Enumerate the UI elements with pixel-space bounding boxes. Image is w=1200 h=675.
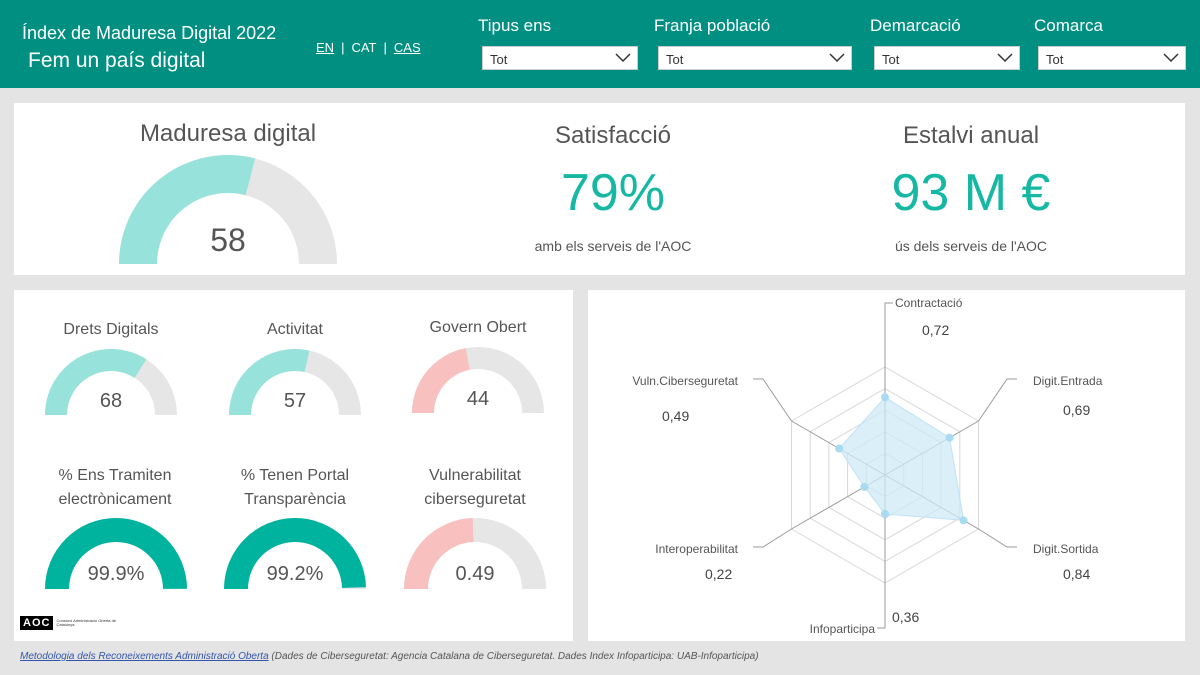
maturity-value: 58 (210, 222, 246, 258)
gauge-fill (224, 518, 366, 589)
gauge-value-govern-obert: 44 (466, 388, 490, 410)
radar-value-label: 0,22 (705, 566, 732, 582)
radar-leader-line (978, 528, 1017, 548)
lang-separator: | (383, 40, 387, 55)
gauge-title-drets-digitals: Drets Digitals (63, 321, 159, 338)
methodology-link[interactable]: Metodologia dels Reconeixements Administ… (20, 651, 269, 662)
radar-chart: Contractació 0,72 Digit.Entrada 0,69 Digit.S… (632, 296, 1103, 636)
gauge-activitat[interactable] (228, 344, 362, 416)
gauge-ens-tramiten[interactable] (44, 514, 188, 590)
radar-axis-label: Vuln.Ciberseguretat (632, 374, 738, 388)
radar-axis-label: Digit.Sortida (1033, 542, 1099, 556)
lang-cas-link[interactable]: CAS (393, 40, 421, 55)
lang-cat-link[interactable]: CAT (351, 40, 377, 55)
radar-point[interactable] (860, 482, 869, 491)
chevron-down-icon (1163, 53, 1179, 63)
gauge-fill (119, 155, 256, 264)
chevron-down-icon (829, 53, 845, 63)
language-switcher: EN | CAT | CAS (316, 40, 421, 55)
gauge-portal-transparencia[interactable] (223, 514, 367, 590)
gauge-value-portal-transparencia: 99.2% (266, 563, 324, 585)
chevron-down-icon (997, 53, 1013, 63)
gauge-fill (229, 349, 310, 415)
radar-point[interactable] (959, 516, 968, 525)
gauge-fill (45, 518, 187, 589)
savings-value: 93 M € (891, 164, 1051, 222)
filter-label: Tipus ens (478, 16, 552, 35)
radar-value-label: 0,69 (1063, 402, 1090, 418)
radar-value-label: 0,72 (922, 322, 949, 338)
lang-en-link[interactable]: EN (316, 40, 335, 55)
chevron-down-icon (615, 53, 631, 63)
gauge-title-vulnerabilitat: Vulnerabilitat ciberseguretat (424, 467, 526, 508)
gauge-value-ens-tramiten: 99.9% (87, 563, 145, 585)
radar-leader-line (877, 583, 886, 629)
filter-value: Tot (490, 52, 508, 67)
savings-caption: ús dels serveis de l'AOC (894, 238, 1048, 254)
radar-axis-label: Infoparticipa (810, 622, 876, 636)
radar-value-label: 0,49 (662, 408, 689, 424)
gauge-title-portal-transparencia: % Tenen Portal Transparència (240, 467, 350, 508)
radar-point[interactable] (945, 433, 954, 442)
gauge-value-drets-digitals: 68 (99, 390, 123, 412)
radar-leader-line (753, 528, 792, 548)
header-bar: Índex de Maduresa Digital 2022 Fem un pa… (0, 0, 1200, 88)
gauge-fill (45, 349, 147, 415)
gauge-fill (412, 348, 470, 413)
satisfaction-title: Satisfacció (554, 122, 672, 149)
filter-label: Comarca (1034, 16, 1103, 35)
gauge-title-activitat: Activitat (266, 321, 323, 338)
filter-franja-poblacio: Franja població Tot (654, 16, 852, 70)
radar-point[interactable] (881, 393, 889, 402)
app-subtitle: Fem un país digital (28, 49, 206, 72)
filter-comarca-dropdown[interactable]: Tot (1038, 46, 1186, 70)
savings-title: Estalvi anual (902, 122, 1040, 149)
filter-tipus-ens-dropdown[interactable]: Tot (482, 46, 638, 70)
radar-axis-label: Digit.Entrada (1033, 374, 1103, 388)
gauge-value-vulnerabilitat: 0.49 (455, 563, 495, 585)
lang-separator: | (341, 40, 345, 55)
filter-value: Tot (1046, 52, 1064, 67)
maturity-title: Maduresa digital (139, 120, 317, 147)
filter-tipus-ens: Tipus ens Tot (478, 16, 638, 70)
filter-value: Tot (666, 52, 684, 67)
satisfaction-value: 79% (560, 164, 666, 222)
radar-axis-label: Contractació (895, 296, 963, 310)
app-title: Índex de Maduresa Digital 2022 (22, 23, 277, 43)
aoc-logo-mark: AOC (20, 616, 54, 630)
filter-label: Franja població (654, 16, 771, 35)
gauge-vulnerabilitat[interactable] (403, 514, 547, 590)
gauge-value-activitat: 57 (283, 390, 307, 412)
radar-axis-label: Interoperabilitat (655, 542, 738, 556)
filter-comarca: Comarca Tot (1034, 16, 1186, 70)
footer-note: Metodologia dels Reconeixements Administ… (20, 651, 759, 662)
radar-value-label: 0,84 (1063, 566, 1090, 582)
gauge-title-ens-tramiten: % Ens Tramiten electrònicament (58, 467, 172, 508)
gauge-fill (404, 518, 474, 589)
gauge-drets-digitals[interactable] (44, 344, 178, 416)
gauge-govern-obert[interactable] (411, 342, 545, 414)
filter-value: Tot (882, 52, 900, 67)
footer-sources: (Dades de Ciberseguretat: Agencia Catala… (268, 651, 759, 662)
radar-leader-line (753, 378, 792, 422)
filter-demarcacio: Demarcació Tot (870, 16, 1020, 70)
radar-series-area (838, 396, 965, 521)
radar-value-label: 0,36 (892, 609, 919, 625)
radar-point[interactable] (835, 444, 844, 453)
aoc-logo: AOC Consorci Administració Oberta de Cat… (20, 616, 128, 630)
radar-point[interactable] (881, 509, 889, 518)
radar-leader-line (884, 302, 893, 367)
maturity-gauge[interactable] (118, 155, 338, 265)
satisfaction-caption: amb els serveis de l'AOC (534, 238, 692, 254)
gauge-title-govern-obert: Govern Obert (429, 319, 527, 336)
filter-label: Demarcació (870, 16, 961, 35)
aoc-logo-text: Consorci Administració Oberta de Catalun… (56, 618, 117, 627)
radar-leader-line (978, 378, 1017, 422)
filter-franja-poblacio-dropdown[interactable]: Tot (658, 46, 852, 70)
filter-demarcacio-dropdown[interactable]: Tot (874, 46, 1020, 70)
